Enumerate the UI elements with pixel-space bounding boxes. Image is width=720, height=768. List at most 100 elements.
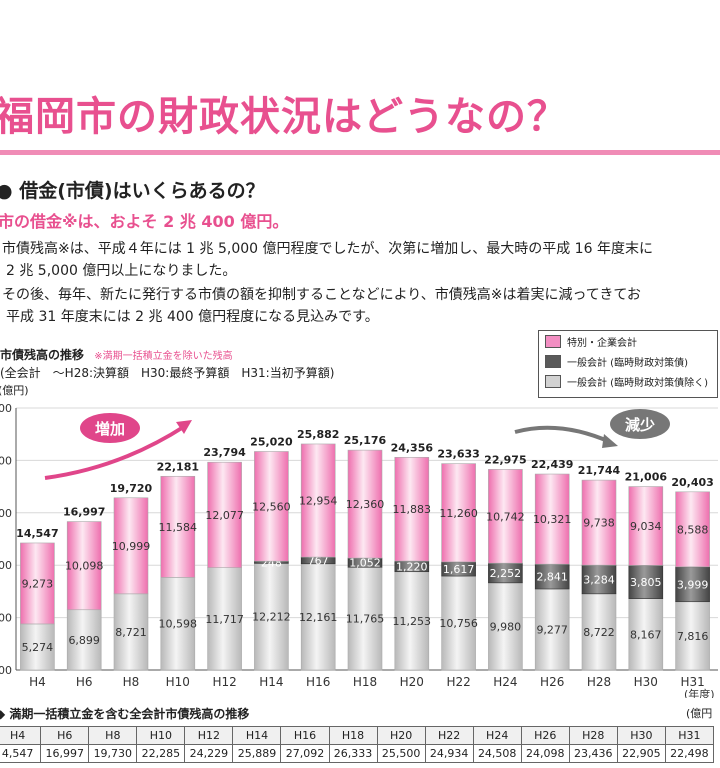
legend-swatch-temp — [545, 354, 561, 368]
data-label: 9,738 — [583, 517, 615, 530]
total-label: 20,403 — [671, 476, 713, 489]
bottom-table-year-cell: H22 — [424, 726, 474, 745]
data-label: 8,167 — [630, 628, 662, 641]
chart-heading: 市債残高の推移 ※満期一括積立金を除いた残高 — [0, 346, 233, 363]
x-tick-label: H30 — [634, 675, 658, 689]
x-tick-label: H8 — [123, 675, 140, 689]
data-label: 1,220 — [396, 560, 428, 573]
bar-segment — [207, 567, 242, 671]
increase-label: 増加 — [95, 420, 125, 438]
bar-segment — [441, 463, 476, 563]
bottom-table-value-cell: 22,285 — [136, 744, 186, 763]
data-label: 10,321 — [533, 513, 572, 526]
bottom-table-value-cell: 24,098 — [520, 744, 570, 763]
y-tick-label: 0,000 — [0, 402, 12, 415]
bottom-table-year-cell: H26 — [520, 726, 570, 745]
bottom-table-year-cell: H4 — [0, 726, 42, 745]
bar-segment — [675, 491, 710, 568]
data-label: 8,588 — [677, 523, 709, 536]
bottom-table-year-cell: H31 — [664, 726, 715, 745]
x-tick-label: H6 — [76, 675, 93, 689]
data-label: 10,742 — [486, 510, 525, 523]
x-tick-label: H26 — [540, 675, 564, 689]
bottom-table-value-cell: 24,508 — [472, 744, 522, 763]
total-label: 19,720 — [110, 482, 153, 495]
x-tick-label: H20 — [400, 675, 424, 689]
total-label: 14,547 — [16, 527, 58, 540]
bar-segment — [66, 609, 102, 671]
bottom-table-year-cell: H24 — [472, 726, 522, 745]
bottom-table-value-cell: 22,498 — [664, 744, 715, 763]
data-label: 9,277 — [536, 623, 568, 636]
data-label: 3,284 — [583, 573, 615, 586]
data-label: 5,274 — [22, 641, 54, 654]
total-label: 22,439 — [531, 458, 573, 471]
total-label: 22,975 — [484, 453, 526, 466]
legend-label-general: 一般会計 (臨時財政対策債除く) — [567, 377, 708, 389]
bottom-table-heading: ◆ 満期一括積立金を含む全会計市債残高の推移 — [0, 707, 250, 721]
legend-swatch-special — [545, 334, 561, 348]
bar-segment — [581, 479, 617, 566]
bar-segment — [581, 564, 617, 595]
bottom-table-value-cell: 16,997 — [40, 744, 90, 763]
bottom-table-value-cell: 24,934 — [424, 744, 474, 763]
bottom-table-year-cell: H18 — [328, 726, 378, 745]
bottom-table-year-cell: H8 — [88, 726, 138, 745]
legend-label-special: 特別・企業会計 — [567, 337, 637, 349]
x-tick-label: H18 — [353, 675, 377, 689]
total-label: 23,633 — [437, 448, 479, 461]
data-label: 10,598 — [159, 618, 198, 631]
bar-segment — [488, 582, 523, 671]
data-label: 9,034 — [630, 520, 662, 533]
bottom-table-values-row: 4,547 16,997 19,730 22,285 24,229 25,889 27,09… — [0, 744, 715, 763]
data-label: 8,721 — [115, 626, 147, 639]
bottom-table-value-cell: 22,905 — [616, 744, 666, 763]
bar-segment — [254, 563, 289, 671]
bar-segment — [534, 588, 570, 671]
bar-segment — [160, 577, 196, 671]
data-label: 10,098 — [65, 560, 104, 573]
bar-segment — [20, 542, 55, 625]
data-label: 11,883 — [393, 503, 432, 516]
section-heading: ● 借金(市債)はいくらあるの？ — [0, 180, 265, 202]
decrease-badge — [610, 409, 670, 439]
x-tick-label: H14 — [259, 675, 283, 689]
total-label: 16,997 — [63, 506, 105, 519]
total-label: 23,794 — [203, 446, 246, 459]
bottom-table-year-cell: H6 — [40, 726, 90, 745]
data-label: 7,816 — [677, 630, 709, 643]
bar-segment — [113, 497, 149, 595]
bottom-table-year-cell: H28 — [568, 726, 618, 745]
paragraph-line-3: その後、毎年、新たに発行する市債の額を抑制することなどにより、市債残高※は着実に… — [2, 287, 641, 303]
data-label: 12,212 — [252, 611, 291, 624]
x-tick-label: H12 — [212, 675, 236, 689]
bar-segment — [66, 521, 102, 611]
bottom-table-heading-text: 満期一括積立金を含む全会計市債残高の推移 — [9, 707, 250, 721]
y-tick-label: 0,000 — [0, 612, 12, 625]
bottom-table-value-cell: 4,547 — [0, 744, 42, 763]
title-divider — [0, 150, 720, 155]
section-heading-text: 借金(市債)はいくらあるの？ — [19, 180, 265, 202]
x-tick-label: H22 — [446, 675, 470, 689]
bottom-table-value-cell: 26,333 — [328, 744, 378, 763]
data-label: 11,584 — [159, 521, 198, 534]
chart-unit: (億円) — [0, 384, 29, 397]
bottom-table-unit: (億円 — [686, 707, 713, 720]
bottom-table-year-cell: H16 — [280, 726, 330, 745]
bottom-table-year-cell: H20 — [376, 726, 426, 745]
data-label: 6,899 — [68, 634, 100, 647]
bar-segment — [394, 571, 430, 671]
bottom-table-year-cell: H10 — [136, 726, 186, 745]
data-label: 1,617 — [443, 563, 475, 576]
data-label: 12,954 — [299, 495, 338, 508]
data-label: 1,052 — [349, 557, 381, 570]
data-label: 2,841 — [536, 571, 568, 584]
legend-item-special: 特別・企業会計 — [539, 331, 717, 351]
bar-segment — [300, 443, 336, 558]
x-tick-label: H31 — [680, 675, 704, 689]
x-tick-label: H4 — [29, 675, 46, 689]
decrease-arrowhead — [602, 434, 618, 448]
data-label: 9,273 — [22, 577, 54, 590]
legend-item-general: 一般会計 (臨時財政対策債除く) — [539, 371, 717, 391]
stacked-bar-chart: 0,000 0,000 5,000 0,000 5,000 0,000 5,274 9,273… — [0, 402, 718, 698]
